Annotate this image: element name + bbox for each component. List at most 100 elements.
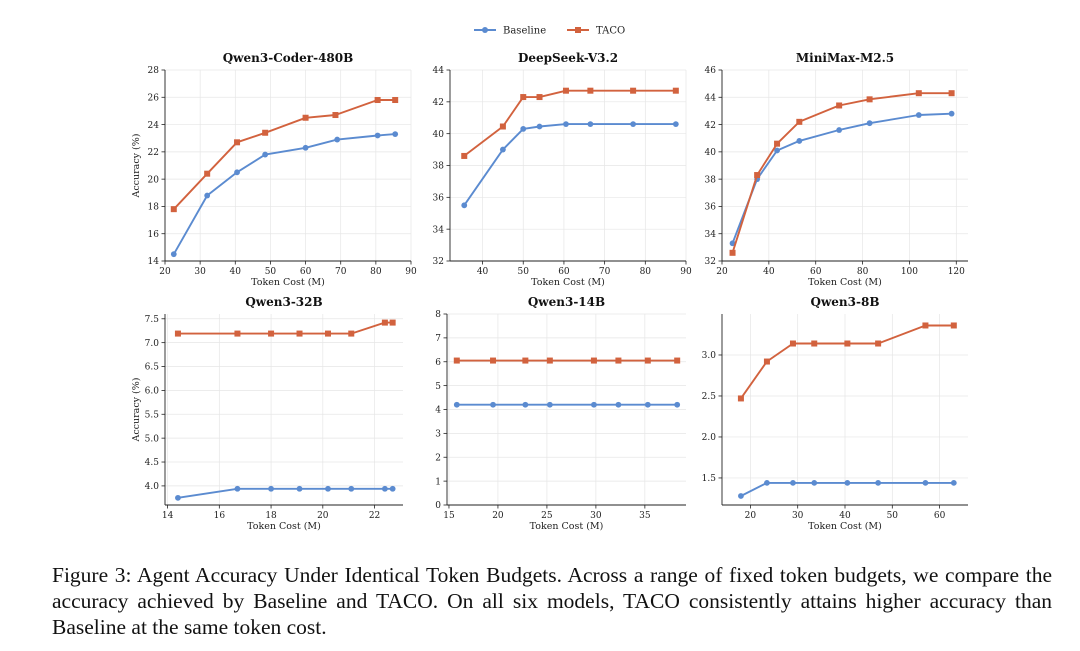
x-tick-label: 20 [745,511,757,521]
y-tick-label: 6 [435,358,441,368]
data-point [381,485,388,492]
y-tick-label: 36 [705,203,717,213]
data-point [774,140,781,147]
data-point [453,357,460,364]
data-point [268,485,274,492]
data-point [563,121,569,128]
series-taco [174,319,396,337]
y-tick-label: 32 [705,257,716,267]
data-point [332,112,339,119]
x-tick-label: 25 [541,511,553,521]
y-tick-label: 5.5 [145,410,160,420]
data-point [738,493,744,499]
y-tick-label: 18 [148,203,160,213]
x-tick-label: 40 [839,511,851,521]
data-point [674,401,681,408]
data-point [737,395,744,402]
data-point [490,401,496,408]
x-tick-label: 60 [558,267,570,277]
x-tick-label: 40 [763,267,775,277]
data-point [170,251,177,258]
y-tick-label: 14 [148,257,160,267]
x-tick-label: 50 [887,511,899,521]
data-point [950,479,957,486]
x-tick-label: 20 [159,267,171,277]
chart-panel-3: 20 40 60 80 100 120 32 34 36 38 40 42 44 46 MiniMax-M2… [705,51,968,288]
data-point [389,485,396,492]
x-tick-label: 20 [716,267,728,277]
data-point [729,240,736,247]
series-line-taco [740,324,954,399]
y-tick-label: 46 [705,66,717,76]
data-point [796,118,803,125]
data-point [615,357,622,364]
data-point [522,401,529,408]
x-tick-label: 70 [599,267,611,277]
x-tick-label: 16 [214,511,226,521]
y-tick-label: 0 [435,501,441,511]
chart-panel-6: 20 30 40 50 60 1.5 2.0 2.5 3.0 Qwen3-8B Token Cost… [702,295,968,532]
data-point [915,112,922,118]
series-taco [729,90,955,256]
y-tick-label: 38 [433,162,445,172]
data-point [763,358,770,365]
series-baseline [170,131,399,258]
x-tick-label: 90 [405,267,417,277]
x-tick-label: 20 [317,511,329,521]
data-point [615,401,622,408]
figure-caption: Figure 3: Agent Accuracy Under Identical… [52,563,1052,639]
chart-panel-1: 20 30 40 50 60 70 80 90 14 16 18 20 22 24 26 28 Qwen3-Co… [131,51,417,288]
series-taco [170,97,399,213]
data-point [672,121,679,128]
data-point [587,121,594,128]
data-point [461,152,468,159]
y-axis-label: Accuracy (%) [131,378,142,443]
legend-entry-baseline: Baseline [474,26,546,37]
y-tick-label: 2 [435,453,441,463]
data-point [790,479,796,486]
y-axis-label: Accuracy (%) [131,134,142,199]
series-line-baseline [177,487,393,499]
chart-legend: Baseline TACO [474,26,625,37]
x-axis-label: Token Cost (M) [808,521,882,532]
data-point [630,121,637,128]
x-tick-label: 80 [857,267,869,277]
y-tick-label: 38 [705,175,717,185]
data-point [348,485,355,492]
y-tick-label: 2.5 [702,392,717,402]
series-baseline [175,485,396,501]
x-tick-label: 120 [948,267,965,277]
panel-title: DeepSeek-V3.2 [518,51,618,65]
panel-title: Qwen3-14B [528,295,605,309]
x-tick-label: 14 [162,511,174,521]
y-tick-label: 28 [148,66,160,76]
series-baseline [738,479,957,499]
y-tick-label: 4 [435,406,441,416]
data-point [262,129,269,136]
data-point [915,90,922,97]
data-point [644,357,651,364]
data-point [950,322,957,329]
data-point [461,202,468,209]
y-tick-label: 6.5 [145,363,160,373]
data-point [866,96,873,103]
chart-panel-5: 15 20 25 30 35 0 1 2 3 4 5 6 7 8 Qwen3-14B Token Cost (… [435,295,686,532]
data-point [268,330,275,337]
data-point [866,120,873,127]
data-point [922,479,929,486]
panel-title: Qwen3-8B [811,295,880,309]
x-axis-label: Token Cost (M) [531,277,605,288]
y-tick-label: 40 [433,130,445,140]
y-tick-label: 8 [435,310,441,320]
x-tick-label: 30 [194,267,206,277]
data-point [234,485,241,492]
data-point [948,90,955,97]
data-point [204,192,211,199]
series-taco [737,322,957,402]
x-tick-label: 50 [518,267,530,277]
y-tick-label: 20 [148,175,160,185]
data-point [796,138,803,144]
data-point [296,330,303,337]
legend-marker [575,27,581,33]
series-line-taco [177,321,393,335]
